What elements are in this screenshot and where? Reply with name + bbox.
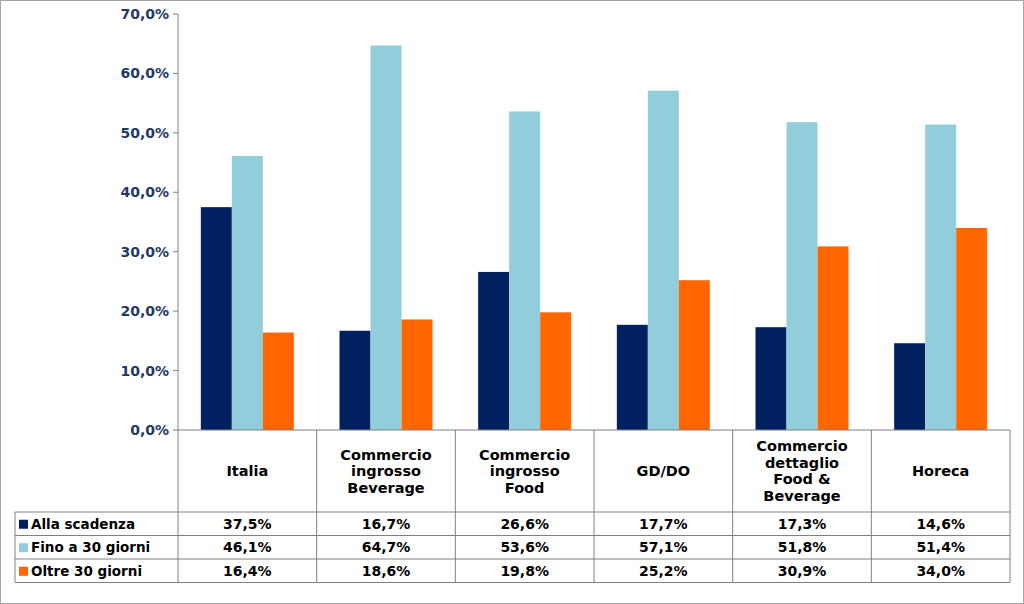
legend-swatch [19, 543, 28, 552]
bar [679, 280, 710, 430]
category-label-line: dettaglio [765, 455, 839, 471]
bar [402, 319, 433, 430]
table-line [15, 512, 1010, 513]
bar [818, 246, 849, 430]
table-line [871, 430, 872, 583]
bar [340, 331, 371, 430]
table-value: 17,3% [778, 516, 827, 532]
table-value: 16,4% [223, 563, 272, 579]
table-value: 25,2% [639, 563, 688, 579]
table-value: 64,7% [362, 539, 411, 555]
y-tick-label: 70,0% [120, 6, 169, 22]
y-tick [173, 14, 178, 15]
bar [201, 207, 232, 430]
y-tick [173, 311, 178, 312]
bar [956, 228, 987, 430]
category-label-line: Beverage [347, 480, 424, 496]
table-line [1010, 430, 1011, 583]
bar [925, 125, 956, 430]
y-tick-label: 20,0% [120, 303, 169, 319]
table-value: 57,1% [639, 539, 688, 555]
category-label: Horeca [912, 463, 969, 479]
table-value: 14,6% [916, 516, 965, 532]
bar [756, 327, 787, 430]
chart-root: 0,0% 10,0% 20,0% 30,0% 40,0% 50,0% 60,0% 70,0% I… [0, 0, 1024, 604]
bar [894, 343, 925, 430]
category-label-line: Italia [226, 463, 268, 479]
category-label: CommercioingrossoBeverage [340, 447, 431, 496]
table-value: 51,4% [916, 539, 965, 555]
bar [509, 111, 540, 430]
y-tick [173, 251, 178, 252]
legend-label: Fino a 30 giorni [31, 539, 150, 555]
y-tick [173, 132, 178, 133]
category-label-line: GD/DO [637, 463, 691, 479]
y-tick-label: 50,0% [120, 125, 169, 141]
table-value: 17,7% [639, 516, 688, 532]
table-value: 46,1% [223, 539, 272, 555]
y-tick-label: 60,0% [120, 65, 169, 81]
table-value: 53,6% [500, 539, 549, 555]
bar [540, 312, 571, 430]
legend-label: Oltre 30 giorni [31, 563, 142, 579]
category-label-line: Food [505, 480, 545, 496]
table-line [15, 559, 1010, 560]
legend-swatch [19, 520, 28, 529]
table-value: 51,8% [778, 539, 827, 555]
table-value: 19,8% [500, 563, 549, 579]
y-tick-label: 0,0% [130, 422, 169, 438]
legend-swatch [19, 567, 28, 576]
table-value: 16,7% [362, 516, 411, 532]
table-value: 18,6% [362, 563, 411, 579]
chart-frame [1, 1, 1024, 604]
y-tick-label: 30,0% [120, 244, 169, 260]
y-tick [173, 73, 178, 74]
table-line [594, 430, 595, 583]
bar [478, 272, 509, 430]
table-line [455, 430, 456, 583]
category-label: GD/DO [637, 463, 691, 479]
bar [787, 122, 818, 430]
category-label-line: Commercio [756, 438, 847, 454]
category-label: CommerciodettaglioFood &Beverage [756, 438, 847, 504]
table-line [15, 582, 1010, 583]
table-line [15, 512, 16, 583]
bar [648, 91, 679, 430]
table-value: 34,0% [916, 563, 965, 579]
table-value: 37,5% [223, 516, 272, 532]
y-tick [173, 192, 178, 193]
y-axis-line [178, 14, 179, 430]
bars [201, 45, 987, 430]
bar [232, 156, 263, 430]
category-label-line: Food & [773, 471, 831, 487]
table-line [732, 430, 733, 583]
table-line [15, 535, 1010, 536]
bar [617, 325, 648, 430]
category-label-line: Commercio [340, 447, 431, 463]
y-tick [173, 370, 178, 371]
category-label: CommercioingrossoFood [479, 447, 570, 496]
y-tick-label: 40,0% [120, 184, 169, 200]
legend-label: Alla scadenza [31, 516, 135, 532]
category-label: Italia [226, 463, 268, 479]
y-tick-label: 10,0% [120, 363, 169, 379]
y-tick [173, 430, 178, 431]
category-label-line: ingrosso [351, 463, 421, 479]
category-label-line: Commercio [479, 447, 570, 463]
bar [263, 333, 294, 430]
category-label-line: Beverage [763, 488, 840, 504]
bar [371, 45, 402, 430]
table-line [178, 430, 179, 583]
table-value: 26,6% [500, 516, 549, 532]
table-line [316, 430, 317, 583]
table-value: 30,9% [778, 563, 827, 579]
category-label-line: Horeca [912, 463, 969, 479]
category-label-line: ingrosso [490, 463, 560, 479]
